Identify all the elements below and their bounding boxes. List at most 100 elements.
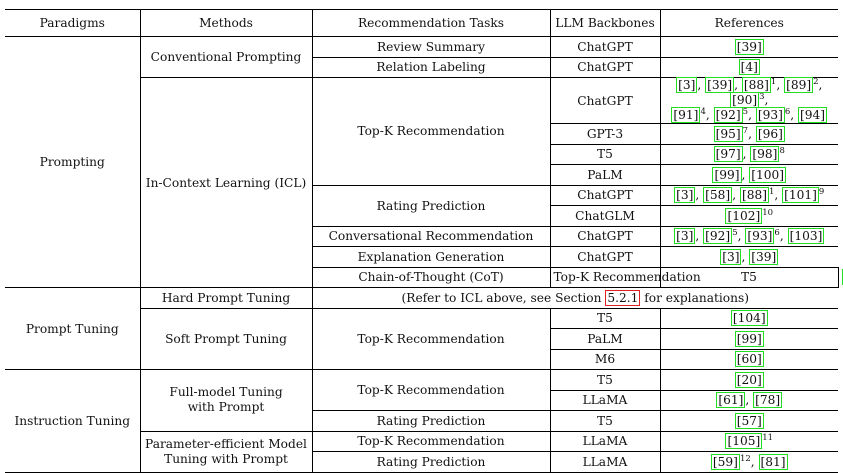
citation-link[interactable]: [81] xyxy=(759,454,788,470)
header-recommendation-tasks: Recommendation Tasks xyxy=(312,10,550,37)
citation-link[interactable]: [88] xyxy=(742,77,771,93)
citation-link[interactable]: [98] xyxy=(750,146,779,162)
references-cell: [104] xyxy=(660,308,838,329)
citation-link[interactable]: [3] xyxy=(674,187,695,203)
footnote-marker: 11 xyxy=(762,433,773,443)
references-cell: [97], [98]8 xyxy=(660,144,838,165)
citation-link[interactable]: [94] xyxy=(798,107,827,123)
separator: , xyxy=(745,393,753,407)
task-rating-prediction: Rating Prediction xyxy=(312,411,550,432)
citation-link[interactable]: [89] xyxy=(784,77,813,93)
citation-link[interactable]: [97] xyxy=(714,146,743,162)
citation-link[interactable]: [93] xyxy=(756,107,785,123)
citation-link[interactable]: [59] xyxy=(711,454,740,470)
citation-link[interactable]: [39] xyxy=(735,39,764,55)
backbone-llama: LLaMA xyxy=(550,390,660,411)
citation-link[interactable]: [57] xyxy=(735,413,764,429)
references-cell: [39] xyxy=(660,37,838,58)
backbone-llama: LLaMA xyxy=(550,452,660,473)
footnote-marker: 9 xyxy=(819,187,824,197)
separator: , xyxy=(734,78,742,92)
citation-link[interactable]: [3] xyxy=(720,249,741,265)
task-top-k-recommendation: Top-K Recommendation xyxy=(312,431,550,452)
citation-link[interactable]: [99] xyxy=(735,331,764,347)
separator: , xyxy=(706,108,714,122)
references-cell: [95]7, [96] xyxy=(660,124,838,145)
backbone-t5: T5 xyxy=(550,370,660,391)
task-rating-prediction: Rating Prediction xyxy=(312,452,550,473)
references-cell: [57] xyxy=(660,411,838,432)
citation-link[interactable]: [4] xyxy=(739,59,760,75)
references-cell: [105]11 xyxy=(660,431,838,452)
separator: , xyxy=(765,93,769,107)
references-cell: [59]12, [81] xyxy=(660,452,838,473)
header-llm-backbones: LLM Backbones xyxy=(550,10,660,37)
citation-link[interactable]: [58] xyxy=(703,187,732,203)
method-in-context-learning: In-Context Learning (ICL) xyxy=(140,78,312,288)
citation-link[interactable]: [90] xyxy=(730,92,759,108)
citation-link[interactable]: [103] xyxy=(788,228,825,244)
references-cell: [60] xyxy=(660,349,838,370)
task-rating-prediction: Rating Prediction xyxy=(312,185,550,226)
header-paradigms: Paradigms xyxy=(5,10,140,37)
citation-link[interactable]: [95] xyxy=(714,126,743,142)
citation-link[interactable]: [93] xyxy=(745,228,774,244)
citation-link[interactable]: [91] xyxy=(671,107,700,123)
citation-link[interactable]: [99] xyxy=(712,167,741,183)
header-row: Paradigms Methods Recommendation Tasks L… xyxy=(5,10,838,37)
backbone-t5: T5 xyxy=(550,411,660,432)
citation-link[interactable]: [104] xyxy=(731,310,768,326)
note-text: for explanations) xyxy=(640,291,749,305)
separator: , xyxy=(819,78,823,92)
paradigm-instruction-tuning: Instruction Tuning xyxy=(5,370,140,473)
backbone-palm: PaLM xyxy=(550,329,660,350)
footnote-marker: 8 xyxy=(779,146,784,156)
citation-link[interactable]: [100] xyxy=(749,167,786,183)
method-line: Full-model Tuning xyxy=(169,385,282,399)
backbone-chatgpt: ChatGPT xyxy=(550,226,660,247)
section-prompting: Prompting Conventional Prompting Review … xyxy=(5,37,838,288)
table-row: Prompting Conventional Prompting Review … xyxy=(5,37,838,58)
citation-link[interactable]: [88] xyxy=(740,187,769,203)
citation-link[interactable]: [3] xyxy=(676,77,697,93)
citation-link[interactable]: [39] xyxy=(749,249,778,265)
citation-link[interactable]: [39] xyxy=(705,77,734,93)
hard-prompt-note: (Refer to ICL above, see Section 5.2.1 f… xyxy=(312,288,838,309)
separator: , xyxy=(695,188,703,202)
citation-link[interactable]: [102] xyxy=(725,208,762,224)
method-soft-prompt-tuning: Soft Prompt Tuning xyxy=(140,308,312,370)
citation-link[interactable]: [3] xyxy=(674,228,695,244)
method-chain-of-thought: Chain-of-Thought (CoT) xyxy=(312,267,550,288)
citation-link[interactable]: [61] xyxy=(716,392,745,408)
section-link[interactable]: 5.2.1 xyxy=(605,290,640,306)
task-review-summary: Review Summary xyxy=(312,37,550,58)
separator: , xyxy=(790,108,798,122)
citation-link[interactable]: [78] xyxy=(753,392,782,408)
references-cell: [4] xyxy=(660,57,838,78)
note-text: (Refer to ICL above, see Section xyxy=(402,291,606,305)
references-cell: [3], [39] xyxy=(660,247,838,268)
citation-link[interactable]: [96] xyxy=(756,126,785,142)
footnote-marker: 12 xyxy=(740,454,751,464)
header-references: References xyxy=(660,10,838,37)
backbone-chatgpt: ChatGPT xyxy=(550,247,660,268)
separator: , xyxy=(748,108,756,122)
backbone-llama: LLaMA xyxy=(550,431,660,452)
method-line: Parameter-efficient Model xyxy=(145,437,307,451)
references-cell: [3], [92]5, [93]6, [103] xyxy=(660,226,838,247)
citation-link[interactable]: [60] xyxy=(735,351,764,367)
task-top-k-recommendation: Top-K Recommendation xyxy=(550,267,660,288)
backbone-chatgpt: ChatGPT xyxy=(550,78,660,124)
citation-link[interactable]: [92] xyxy=(714,107,743,123)
citation-link[interactable]: [101] xyxy=(782,187,819,203)
citation-link[interactable]: [92] xyxy=(703,228,732,244)
references-cell: [102]10 xyxy=(660,206,838,227)
task-top-k-recommendation: Top-K Recommendation xyxy=(312,308,550,370)
citation-link[interactable]: [20] xyxy=(735,372,764,388)
backbone-t5: T5 xyxy=(550,144,660,165)
header-methods: Methods xyxy=(140,10,312,37)
table-row: Prompt Tuning Hard Prompt Tuning (Refer … xyxy=(5,288,838,309)
